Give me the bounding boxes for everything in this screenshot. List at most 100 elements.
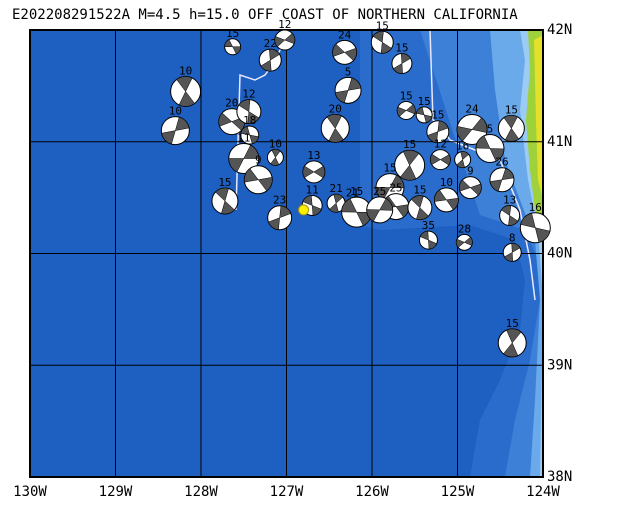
depth-label: 20 <box>225 97 238 110</box>
depth-label: 15 <box>413 184 426 197</box>
depth-label: 25 <box>389 182 402 195</box>
beachball-quadrant <box>475 135 505 162</box>
beachball <box>236 99 262 125</box>
beachball-quadrant <box>400 150 420 181</box>
beachball-quadrant <box>244 168 273 192</box>
beachball <box>160 116 190 146</box>
depth-label: 12 <box>242 88 255 101</box>
y-tick-label: 39N <box>547 357 572 373</box>
y-tick-label: 42N <box>547 22 572 38</box>
beachball <box>302 160 326 184</box>
beachball-quadrant <box>334 77 362 104</box>
beachball <box>455 233 473 251</box>
beachball <box>497 328 527 358</box>
y-tick-label: 41N <box>547 134 572 150</box>
depth-label: 9 <box>255 154 262 167</box>
depth-label: 18 <box>243 114 256 127</box>
depth-label: 28 <box>458 222 471 235</box>
beachball-quadrant <box>329 193 344 213</box>
depth-label: 10 <box>179 64 192 77</box>
beachball-quadrant <box>240 126 259 145</box>
beachball <box>334 76 362 104</box>
beachball-quadrant <box>503 328 522 358</box>
beachball-quadrant <box>504 243 521 262</box>
depth-label: 15 <box>505 103 518 116</box>
beachball-quadrant <box>503 115 520 142</box>
beachball-quadrant <box>434 189 459 211</box>
beachball-quadrant <box>366 198 393 222</box>
depth-label: 10 <box>440 176 453 189</box>
beachball <box>418 230 438 250</box>
x-tick-label: 129W <box>99 484 133 500</box>
beachball <box>224 38 242 56</box>
depth-label: 13 <box>503 194 516 207</box>
beachball-quadrant <box>238 99 260 124</box>
depth-label: 15 <box>418 95 431 108</box>
beachball-quadrant <box>326 114 344 143</box>
beachball <box>366 196 394 224</box>
depth-label: 24 <box>338 28 352 41</box>
beachball-quadrant <box>416 106 433 123</box>
x-tick-label: 127W <box>270 484 304 500</box>
beachball-quadrant <box>501 205 519 226</box>
beachball-quadrant <box>302 195 322 216</box>
beachball <box>396 100 416 120</box>
beachball-quadrant <box>419 230 438 250</box>
depth-label: 10 <box>269 137 282 150</box>
y-tick-label: 40N <box>547 246 572 262</box>
depth-label: 24 <box>465 102 479 115</box>
depth-label: 13 <box>307 149 320 162</box>
beachball-quadrant <box>228 144 260 173</box>
depth-label: 25 <box>373 185 386 198</box>
beachball <box>429 149 451 171</box>
depth-label: 11 <box>306 183 319 196</box>
beachball-quadrant <box>302 165 326 179</box>
beachball-quadrant <box>456 151 470 168</box>
beachball <box>320 113 350 143</box>
beachball <box>519 212 551 244</box>
beachball-quadrant <box>274 33 296 48</box>
y-tick-label: 38N <box>547 469 572 485</box>
depth-label: 5 <box>487 122 494 135</box>
beachball-quadrant <box>270 149 281 166</box>
beachball <box>228 143 260 175</box>
beachball-quadrant <box>224 39 241 55</box>
beachball-quadrant <box>430 153 451 166</box>
beachball-quadrant <box>520 212 551 243</box>
beachball <box>391 53 413 75</box>
depth-label: 20 <box>329 102 342 115</box>
depth-label: 15 <box>506 317 519 330</box>
beachball-quadrant <box>459 179 482 196</box>
beachball <box>332 39 358 65</box>
depth-label: 15 <box>400 89 413 102</box>
depth-label: 35 <box>422 219 435 232</box>
depth-label: 8 <box>509 231 516 244</box>
beachball <box>497 114 525 142</box>
depth-label: 15 <box>350 185 363 198</box>
x-tick-label: 128W <box>184 484 218 500</box>
epicenter <box>298 204 310 216</box>
beachball <box>211 187 239 215</box>
beachball <box>243 165 273 195</box>
beachball <box>170 75 202 107</box>
x-tick-label: 126W <box>355 484 389 500</box>
depth-label: 5 <box>345 65 352 78</box>
depth-label: 15 <box>431 109 444 122</box>
depth-label: 15 <box>403 138 416 151</box>
beachball <box>258 48 282 72</box>
beachball <box>415 106 433 124</box>
depth-label: 10 <box>169 105 182 118</box>
beachball-quadrant <box>260 48 280 72</box>
depth-label: 15 <box>383 162 396 175</box>
depth-label: 11 <box>237 132 250 145</box>
x-tick-label: 130W <box>13 484 47 500</box>
beachball-quadrant <box>456 236 473 248</box>
x-tick-label: 124W <box>526 484 560 500</box>
beachball-quadrant <box>427 120 449 143</box>
depth-label: 21 <box>329 182 342 195</box>
beachball-quadrant <box>332 43 357 61</box>
beachball-quadrant <box>372 31 392 54</box>
depth-label: 15 <box>376 19 389 32</box>
